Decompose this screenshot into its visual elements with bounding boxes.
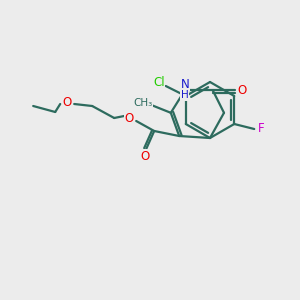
Text: O: O <box>63 95 72 109</box>
Text: Cl: Cl <box>153 76 165 89</box>
Text: H: H <box>181 90 189 100</box>
Text: F: F <box>258 122 265 136</box>
Text: CH₃: CH₃ <box>133 98 152 108</box>
Text: O: O <box>141 149 150 163</box>
Text: O: O <box>237 84 246 97</box>
Text: O: O <box>124 112 134 124</box>
Text: N: N <box>180 78 189 91</box>
